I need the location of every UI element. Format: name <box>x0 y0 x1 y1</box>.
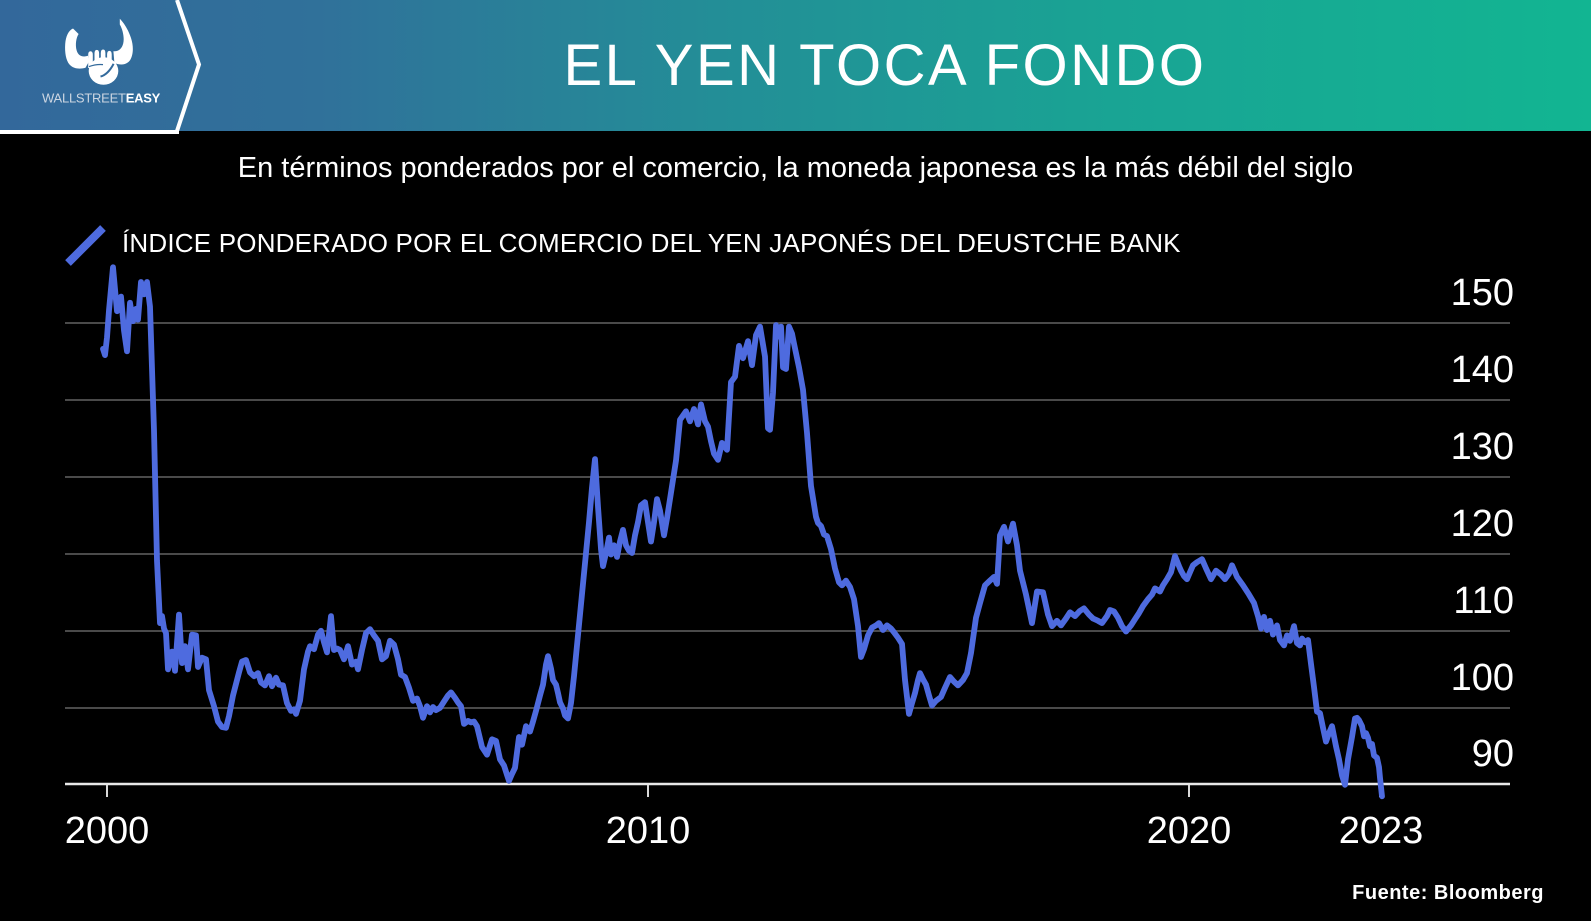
svg-text:90: 90 <box>1472 733 1514 775</box>
svg-text:130: 130 <box>1451 426 1514 468</box>
svg-text:140: 140 <box>1451 349 1514 391</box>
svg-text:2023: 2023 <box>1339 810 1424 852</box>
svg-text:110: 110 <box>1453 580 1514 622</box>
svg-text:100: 100 <box>1451 657 1514 699</box>
svg-text:WALLSTREETEASY: WALLSTREETEASY <box>42 91 161 106</box>
svg-text:150: 150 <box>1451 272 1514 314</box>
svg-text:120: 120 <box>1451 503 1514 545</box>
svg-text:2020: 2020 <box>1147 810 1232 852</box>
svg-text:2000: 2000 <box>65 810 150 852</box>
svg-text:2010: 2010 <box>606 810 691 852</box>
